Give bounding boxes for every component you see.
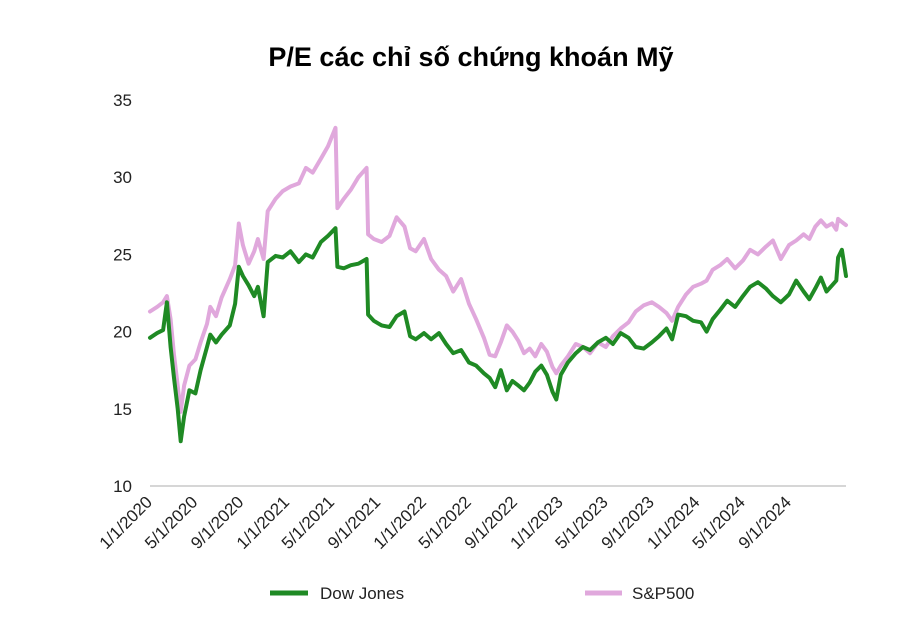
series-line-dow-jones — [148, 226, 848, 444]
y-tick-label: 30 — [113, 168, 132, 187]
x-axis: 1/1/20205/1/20209/1/20201/1/20215/1/2021… — [96, 493, 795, 553]
y-tick-label: 15 — [113, 400, 132, 419]
chart-title: P/E các chỉ số chứng khoán Mỹ — [268, 42, 673, 72]
y-tick-label: 10 — [113, 477, 132, 496]
series-line-s-p500 — [148, 125, 848, 414]
legend-label-sp500: S&P500 — [632, 584, 694, 603]
y-axis: 10 15 20 25 30 35 — [113, 91, 132, 496]
y-tick-label: 20 — [113, 323, 132, 342]
y-tick-label: 25 — [113, 245, 132, 264]
series-layer — [148, 125, 848, 444]
legend: Dow Jones S&P500 — [270, 584, 694, 603]
y-tick-label: 35 — [113, 91, 132, 110]
legend-label-dow-jones: Dow Jones — [320, 584, 404, 603]
